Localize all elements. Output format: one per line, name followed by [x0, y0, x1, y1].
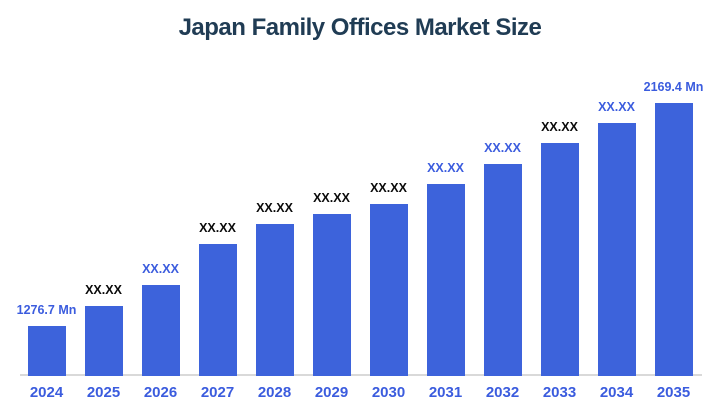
value-label-2024: 1276.7 Mn: [16, 303, 77, 317]
x-axis-label-2029: 2029: [314, 384, 349, 401]
bar-column-2024: 1276.7 Mn 2024: [16, 60, 77, 401]
bar-column-2035: 2169.4 Mn 2035: [643, 60, 704, 401]
bar-2026: [141, 285, 180, 376]
value-label-2029: XX.XX: [313, 191, 350, 205]
bar-2029: [312, 214, 351, 376]
x-axis-label-2025: 2025: [86, 384, 121, 401]
bar-column-2033: XX.XX 2033: [531, 60, 588, 401]
x-axis-label-2034: 2034: [599, 384, 634, 401]
bar-2030: [369, 204, 408, 376]
x-axis-label-2031: 2031: [428, 384, 463, 401]
bar-2031: [426, 184, 465, 376]
plot-area: 1276.7 Mn 2024 XX.XX 2025 XX.XX 2026 XX.XX 2027…: [16, 60, 704, 401]
x-axis-label-2032: 2032: [485, 384, 520, 401]
chart-title: Japan Family Offices Market Size: [178, 14, 542, 41]
bar-column-2025: XX.XX 2025: [75, 60, 132, 401]
bar-column-2029: XX.XX 2029: [303, 60, 360, 401]
bar-column-2034: XX.XX 2034: [588, 60, 645, 401]
bar-column-2028: XX.XX 2028: [246, 60, 303, 401]
bar-column-2031: XX.XX 2031: [417, 60, 474, 401]
value-label-2035: 2169.4 Mn: [643, 80, 704, 94]
bar-2034: [597, 123, 636, 376]
bar-2027: [198, 244, 237, 376]
bar-column-2032: XX.XX 2032: [474, 60, 531, 401]
bar-column-2027: XX.XX 2027: [189, 60, 246, 401]
x-axis-label-2033: 2033: [542, 384, 577, 401]
value-label-2026: XX.XX: [142, 262, 179, 276]
value-label-2034: XX.XX: [598, 100, 635, 114]
x-axis-label-2024: 2024: [29, 384, 64, 401]
x-axis-label-2026: 2026: [143, 384, 178, 401]
value-label-2027: XX.XX: [199, 221, 236, 235]
bar-2024: [27, 326, 66, 376]
bar-column-2026: XX.XX 2026: [132, 60, 189, 401]
bar-2025: [84, 306, 123, 376]
x-axis-label-2035: 2035: [656, 384, 691, 401]
x-axis-label-2030: 2030: [371, 384, 406, 401]
value-label-2032: XX.XX: [484, 141, 521, 155]
x-axis-line: [20, 374, 702, 376]
value-label-2030: XX.XX: [370, 181, 407, 195]
value-label-2025: XX.XX: [85, 283, 122, 297]
bar-2035: [654, 103, 693, 376]
bar-column-2030: XX.XX 2030: [360, 60, 417, 401]
bar-2028: [255, 224, 294, 376]
value-label-2031: XX.XX: [427, 161, 464, 175]
x-axis-label-2027: 2027: [200, 384, 235, 401]
bar-2032: [483, 164, 522, 376]
value-label-2033: XX.XX: [541, 120, 578, 134]
value-label-2028: XX.XX: [256, 201, 293, 215]
bar-2033: [540, 143, 579, 376]
x-axis-label-2028: 2028: [257, 384, 292, 401]
